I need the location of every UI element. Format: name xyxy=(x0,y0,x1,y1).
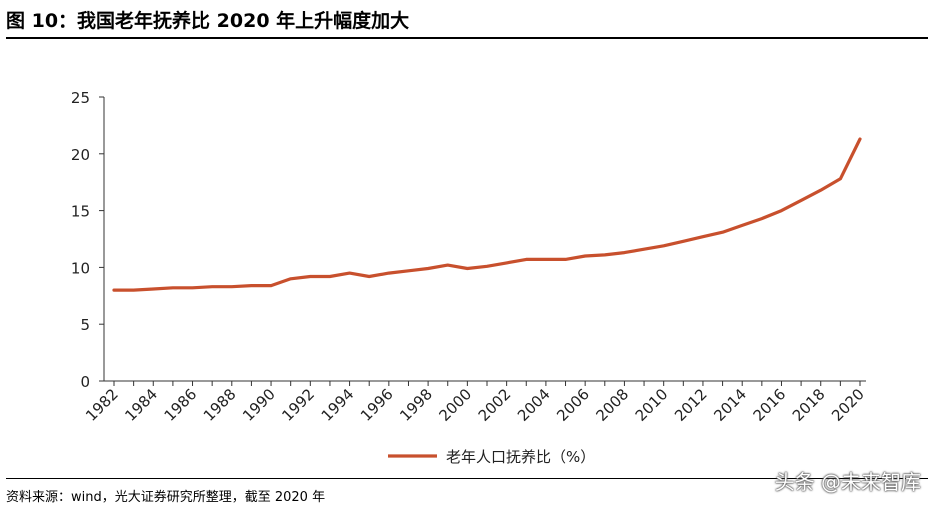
x-tick-label: 2010 xyxy=(632,385,672,425)
title-rule xyxy=(6,37,928,39)
x-tick-label: 1990 xyxy=(239,385,279,425)
y-axis: 0 5 10 15 20 25 xyxy=(71,89,105,391)
series xyxy=(112,137,862,292)
figure-title: 图 10：我国老年抚养比 2020 年上升幅度加大 xyxy=(6,10,410,32)
y-tick-label: 10 xyxy=(71,259,90,277)
watermark: 头条 @未来智库 xyxy=(774,470,921,494)
x-tick-label: 1982 xyxy=(82,385,122,425)
x-tick-label: 1988 xyxy=(200,385,240,425)
source-rule xyxy=(6,478,928,479)
y-tick-label: 0 xyxy=(80,373,90,391)
x-tick-label: 2016 xyxy=(750,385,790,425)
y-tick-label: 5 xyxy=(80,316,90,334)
y-tick-label: 25 xyxy=(71,89,90,107)
source-note: 资料来源：wind，光大证券研究所整理，截至 2020 年 xyxy=(6,490,326,505)
x-tick-label: 2018 xyxy=(789,385,829,425)
x-tick-label: 1984 xyxy=(121,385,161,425)
legend: 老年人口抚养比（%） xyxy=(388,448,595,466)
legend-label: 老年人口抚养比（%） xyxy=(446,448,595,466)
y-tick-label: 15 xyxy=(71,203,90,221)
x-tick-label: 1986 xyxy=(161,385,201,425)
x-tick-label: 1998 xyxy=(396,385,436,425)
x-tick-label: 2006 xyxy=(553,385,593,425)
x-axis: 1982 1984 1986 1988 1990 1992 1994 1996 1998 2000… xyxy=(82,380,868,425)
x-tick-label: 1996 xyxy=(357,385,397,425)
y-tick-label: 20 xyxy=(71,146,90,164)
x-tick-label: 2002 xyxy=(475,385,515,425)
x-tick-label: 2014 xyxy=(710,385,750,425)
x-tick-label: 2000 xyxy=(435,385,475,425)
x-tick-label: 1992 xyxy=(278,385,318,425)
x-tick-label: 2012 xyxy=(671,385,711,425)
x-tick-label: 2008 xyxy=(593,385,633,425)
series-line xyxy=(112,137,862,292)
x-tick-label: 2020 xyxy=(828,385,868,425)
x-tick-label: 1994 xyxy=(318,385,358,425)
x-tick-label: 2004 xyxy=(514,385,554,425)
